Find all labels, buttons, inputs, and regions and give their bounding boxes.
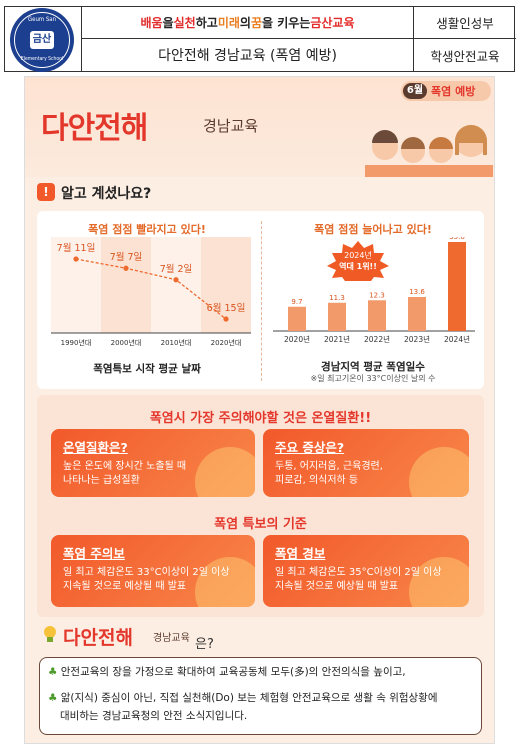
alert-icon: ! — [37, 183, 55, 201]
section3-title: 폭염 특보의 기준 — [214, 517, 307, 532]
bar — [288, 306, 306, 331]
divider — [261, 221, 262, 381]
chart2-title: 폭염 점점 늘어나고 있다! — [314, 223, 432, 236]
page-title: 다안전해 경남교육 (폭염 예방) — [81, 39, 413, 71]
bar-value: 12.3 — [369, 291, 385, 299]
tick-label: 2024년 — [444, 334, 470, 344]
data-point — [173, 277, 179, 283]
brand-title: 다안전해 — [41, 111, 148, 146]
tick-label: 2020년대 — [211, 338, 242, 347]
tick-label: 2023년 — [404, 334, 430, 344]
tick-label: 1990년대 — [61, 338, 92, 347]
trend-line — [75, 258, 227, 320]
illness-box: 온열질환은? 높은 온도에 장시간 노출될 때 나타나는 급성질환 — [51, 429, 255, 497]
chart2-footnote: ※일 최고기온이 33°C이상인 날의 수 — [310, 374, 436, 383]
chart2-caption: 경남지역 평균 폭염일수 — [321, 361, 425, 373]
column-band — [51, 237, 101, 333]
data-label: 7월 2일 — [160, 263, 193, 275]
tick-label: 2022년 — [364, 334, 390, 344]
lightbulb-icon — [43, 625, 57, 643]
intro-line3: 대비하는 경남교육청의 안전 소식지입니다. — [60, 710, 248, 722]
month-pill: 6월 폭염 예방 — [401, 81, 491, 101]
bar-value: 11.3 — [329, 294, 345, 302]
brand-subtitle: 경남교육 — [203, 117, 259, 135]
record-badge: 2024년 역대 1위!! — [323, 241, 393, 281]
bar-value: 13.6 — [409, 288, 425, 296]
data-point — [223, 316, 229, 322]
intro-line2: ♣ 앎(지식) 중심이 아닌, 직접 실천해(Do) 보는 체험형 안전교육으로… — [48, 692, 438, 704]
tick-label: 2021년 — [324, 334, 350, 344]
date-chart: 7월 11일 1990년대 7월 7일 2000년대 7월 2일 2010년대 6월 15일… — [51, 237, 251, 347]
symptom-box: 주요 증상은? 두통, 어지러움, 근육경련, 피로감, 의식저하 등 — [263, 429, 469, 497]
data-label: 7월 11일 — [57, 242, 96, 254]
heat-illness-card: 폭염시 가장 주의해야할 것은 온열질환!! 온열질환은? 높은 온도에 장시간 … — [37, 395, 484, 617]
bar-value: 9.7 — [291, 298, 302, 306]
data-label: 6월 15일 — [207, 302, 246, 314]
family-illustration — [365, 125, 493, 177]
chart1-caption: 폭염특보 시작 평균 날짜 — [93, 363, 201, 375]
tick-label: 2010년대 — [161, 338, 192, 347]
category-label: 생활인성부 — [413, 7, 516, 39]
bar — [448, 242, 466, 331]
column-band — [151, 237, 201, 333]
bar-value: 35.6 — [449, 237, 465, 241]
column-band — [101, 237, 151, 333]
section1-title: 알고 계셨나요? — [61, 186, 152, 202]
stats-card: 폭염 점점 빨라지고 있다! 7월 11일 1990년대 7월 7일 2000년대 7월… — [37, 211, 484, 389]
bar — [328, 302, 346, 331]
tick-label: 2000년대 — [111, 338, 142, 347]
data-point — [73, 256, 79, 262]
section2-title: 폭염시 가장 주의해야할 것은 온열질환!! — [149, 411, 372, 426]
footer-brand-sub: 경남교육 — [153, 633, 190, 644]
bar — [408, 297, 426, 331]
bar — [368, 300, 386, 331]
poster: 6월 폭염 예방 다안전해 경남교육 ! 알고 계셨나요? 폭염 점점 빨라지고… — [24, 76, 495, 744]
warning-box: 폭염 경보 일 최고 체감온도 35°C이상이 2일 이상 지속될 것으로 예상될 … — [263, 535, 469, 607]
intro-box: ♣ 안전교육의 장을 가정으로 확대하여 교육공동체 모두(多)의 안전의식을 … — [39, 657, 482, 735]
data-label: 7월 7일 — [110, 251, 143, 263]
advisory-box: 폭염 주의보 일 최고 체감온도 33°C이상이 2일 이상 지속될 것으로 예상될… — [51, 535, 255, 607]
days-chart: 9.7 2020년 11.3 2021년 12.3 2022년 13.6 2023년 35.6 2… — [273, 237, 475, 344]
sub-category-label: 학생안전교육 — [413, 39, 516, 71]
intro-line1: ♣ 안전교육의 장을 가정으로 확대하여 교육공동체 모두(多)의 안전의식을 … — [48, 666, 406, 678]
tick-label: 2020년 — [284, 334, 310, 344]
data-point — [123, 265, 129, 271]
chart1-title: 폭염 점점 빨라지고 있다! — [88, 223, 206, 236]
school-logo: Geum San 금산 Elementary School — [10, 8, 74, 72]
footer-question: 은? — [195, 637, 214, 652]
footer-brand: 다안전해 — [63, 627, 133, 649]
